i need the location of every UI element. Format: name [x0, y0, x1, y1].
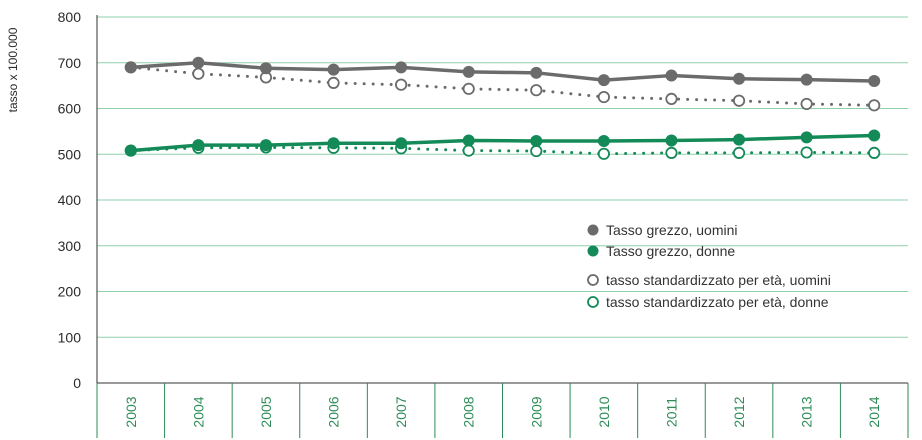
x-tick-label: 2005: [258, 396, 274, 427]
x-tick-label: 2010: [596, 396, 612, 427]
data-point: [327, 137, 340, 150]
legend: Tasso grezzo, uomini Tasso grezzo, donne t…: [587, 222, 831, 310]
legend-marker: [587, 296, 599, 308]
y-tick-label: 500: [58, 146, 82, 162]
data-point: [327, 63, 340, 76]
y-axis-ticks: 0 100 200 300 400 500 600 700 800: [58, 9, 82, 391]
x-tick-label: 2013: [799, 396, 815, 427]
data-point: [733, 133, 746, 146]
legend-label: Tasso grezzo, donne: [606, 243, 735, 259]
data-point: [800, 131, 813, 144]
data-point: [800, 73, 813, 86]
data-point: [259, 62, 272, 75]
legend-marker: [587, 274, 599, 286]
x-tick-label: 2003: [123, 396, 139, 427]
data-point: [868, 146, 881, 159]
y-tick-label: 600: [58, 101, 82, 117]
data-point: [462, 82, 475, 95]
y-tick-label: 200: [58, 284, 82, 300]
data-point: [395, 137, 408, 150]
y-tick-label: 0: [73, 375, 81, 391]
data-point: [732, 94, 746, 107]
y-tick-label: 300: [58, 238, 82, 254]
data-point: [395, 61, 408, 74]
series-line: [129, 65, 876, 107]
data-point: [597, 147, 610, 160]
x-tick-label: 2004: [190, 396, 206, 427]
data-point: [868, 75, 881, 88]
legend-label: Tasso grezzo, uomini: [606, 222, 738, 238]
data-point: [665, 92, 678, 105]
data-point: [800, 97, 813, 111]
data-point: [868, 129, 881, 142]
data-point: [192, 56, 205, 69]
series-layer: [124, 56, 881, 160]
legend-label: tasso standardizzato per età, donne: [606, 294, 829, 310]
legend-marker: [587, 245, 599, 257]
data-point: [530, 134, 543, 147]
data-point: [665, 146, 678, 159]
data-point: [462, 144, 475, 157]
data-point: [124, 144, 137, 157]
y-tick-label: 100: [58, 329, 82, 345]
data-point: [597, 134, 610, 147]
series-line: [129, 61, 876, 83]
data-point: [530, 144, 543, 158]
data-point: [395, 78, 408, 91]
x-tick-label: 2007: [393, 396, 409, 427]
data-point: [530, 84, 543, 97]
legend-marker: [587, 224, 599, 236]
data-point: [462, 134, 475, 147]
data-point: [665, 69, 678, 82]
x-tick-label: 2006: [326, 396, 342, 427]
x-tick-label: 2012: [731, 396, 747, 427]
data-point: [732, 146, 746, 159]
data-point: [597, 74, 610, 87]
series-line: [129, 133, 876, 153]
y-tick-label: 800: [58, 9, 82, 25]
data-point: [868, 99, 881, 112]
data-point: [124, 61, 137, 74]
x-axis-band: 2003 2004 2005 2006 2007 2008 2009 2010 2011 2012…: [96, 383, 909, 438]
data-point: [733, 72, 746, 85]
legend-label: tasso standardizzato per età, uomini: [606, 272, 831, 288]
data-point: [597, 90, 610, 104]
series-line: [129, 145, 876, 156]
x-tick-label: 2008: [461, 396, 477, 427]
x-tick-label: 2009: [528, 396, 544, 427]
data-point: [259, 139, 272, 152]
data-point: [462, 65, 475, 78]
x-tick-label: 2011: [663, 397, 679, 427]
y-axis-label: tasso x 100.000: [6, 27, 20, 112]
data-point: [192, 67, 205, 80]
data-point: [665, 134, 678, 147]
y-tick-label: 700: [58, 55, 82, 71]
data-point: [192, 139, 205, 152]
data-point: [327, 76, 340, 89]
y-tick-label: 400: [58, 192, 82, 208]
x-tick-label: 2014: [866, 396, 882, 427]
data-point: [530, 66, 543, 79]
data-point: [800, 146, 813, 159]
